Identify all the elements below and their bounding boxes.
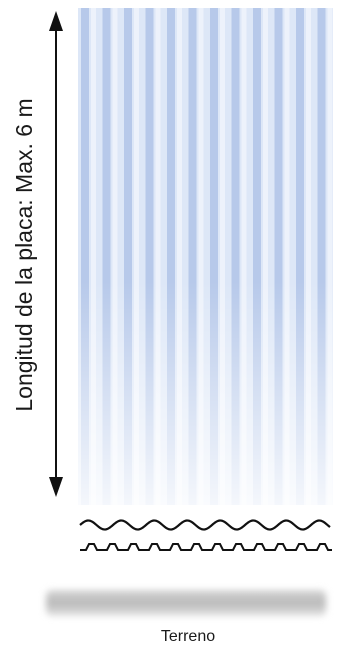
arrow-head-bottom — [49, 477, 63, 497]
sheet-profile-trapezoidal — [80, 543, 332, 551]
arrow-head-top — [49, 11, 63, 31]
length-label: Longitud de la placa: Max. 6 m — [11, 98, 37, 411]
sheet-profile-wave — [79, 519, 331, 531]
corrugated-sheet — [78, 8, 333, 505]
ground-label: Terreno — [161, 628, 215, 645]
sheet-fade — [78, 8, 333, 505]
length-arrow — [49, 11, 63, 497]
ground-shadow — [46, 590, 326, 616]
